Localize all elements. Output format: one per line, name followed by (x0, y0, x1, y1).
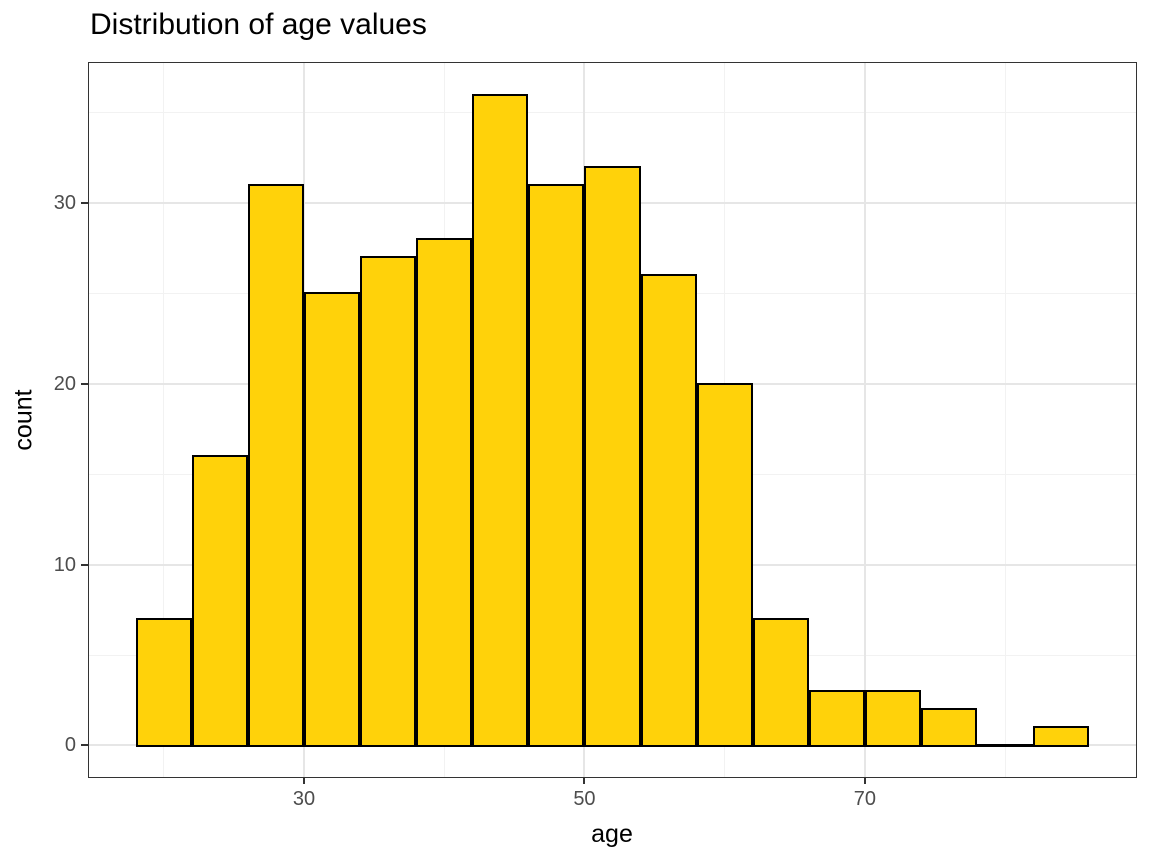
histogram-bar (1033, 726, 1090, 748)
gridline-x-minor (163, 62, 165, 778)
x-tick-mark (863, 778, 866, 784)
histogram-bar (528, 183, 585, 748)
gridline-y-minor (88, 112, 1137, 114)
x-tick-label: 30 (292, 788, 316, 810)
y-tick-mark (81, 382, 88, 385)
x-tick-label: 50 (573, 788, 596, 810)
histogram-bar (640, 274, 697, 748)
histogram-bar-zero (977, 743, 1034, 747)
histogram-bar (416, 238, 473, 748)
histogram-bar (303, 292, 361, 748)
y-tick-label: 10 (53, 553, 76, 576)
gridline-x-major (863, 62, 866, 778)
histogram-bar (752, 617, 809, 748)
histogram-bar (584, 165, 641, 748)
histogram-bar (696, 382, 753, 748)
y-tick-mark (81, 744, 88, 747)
y-axis-title: count (9, 389, 38, 451)
histogram-bar (135, 617, 192, 748)
histogram-bar (864, 690, 922, 748)
histogram-bar (360, 256, 417, 748)
histogram-bar (808, 690, 865, 748)
plot-panel (88, 62, 1137, 778)
x-axis-title: age (591, 820, 633, 848)
x-tick-mark (583, 778, 586, 784)
gridline-x-minor (1004, 62, 1006, 778)
histogram-bar (921, 708, 978, 748)
histogram-bar (247, 183, 304, 748)
plot-title: Distribution of age values (90, 8, 427, 41)
histogram-bar (472, 93, 529, 748)
y-tick-mark (81, 202, 88, 205)
histogram-bar (191, 455, 248, 748)
y-tick-label: 0 (64, 734, 76, 757)
x-tick-mark (302, 778, 305, 784)
y-tick-mark (81, 563, 88, 566)
y-tick-label: 20 (53, 372, 76, 395)
x-tick-label: 70 (853, 788, 877, 810)
y-tick-label: 30 (53, 192, 76, 215)
